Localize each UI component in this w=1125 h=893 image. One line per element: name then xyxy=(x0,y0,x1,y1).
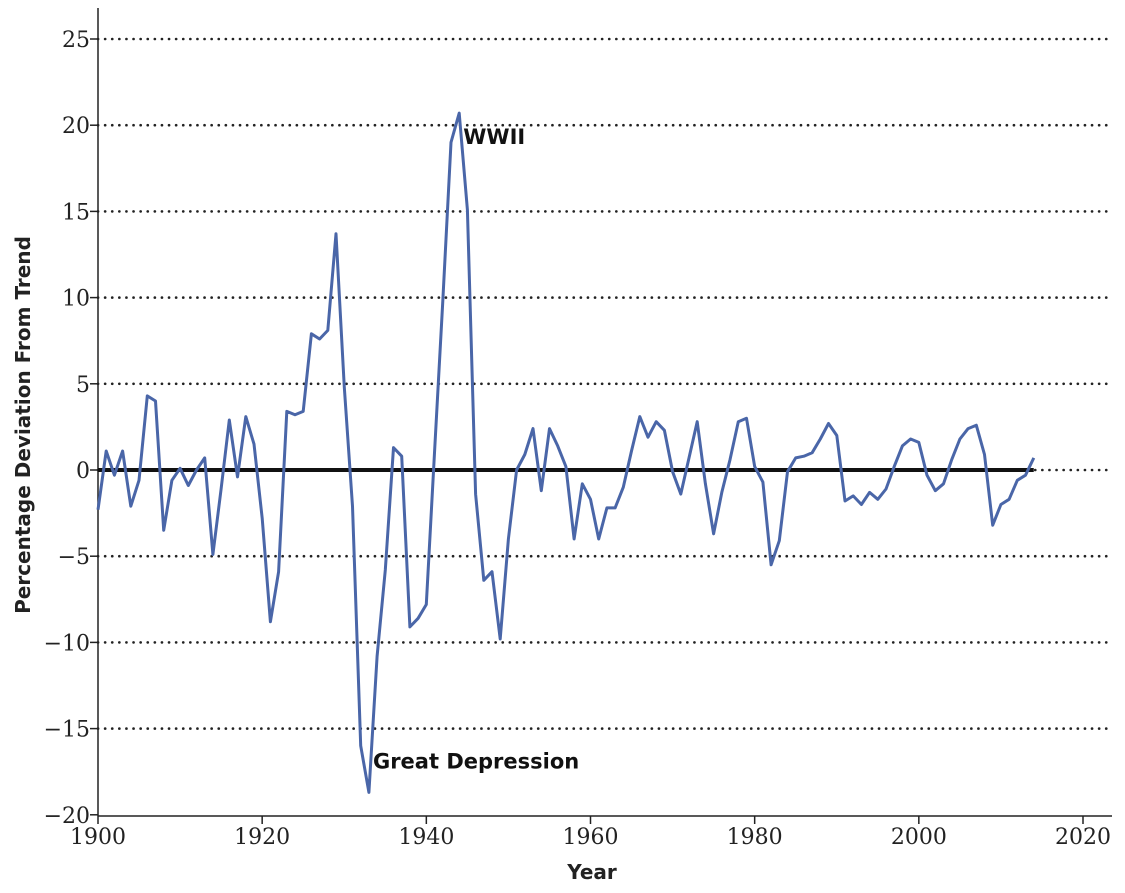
x-tick-label: 1920 xyxy=(234,825,290,850)
y-tick-label: 10 xyxy=(62,287,90,312)
y-tick-label: 15 xyxy=(62,200,90,225)
annotation-wwii: WWII xyxy=(463,125,525,149)
x-tick-label: 1960 xyxy=(563,825,619,850)
y-tick-label: 25 xyxy=(62,28,90,53)
x-tick-label: 2020 xyxy=(1055,825,1111,850)
x-ticks: 1900 1920 1940 1960 1980 2000 2020 xyxy=(70,816,1111,850)
y-ticks: −20 −15 −10 −5 0 5 10 15 20 25 xyxy=(44,28,98,829)
x-tick-label: 1940 xyxy=(398,825,454,850)
annotation-great-depression: Great Depression xyxy=(373,749,579,773)
series-line xyxy=(96,111,1036,794)
annotations: WWII Great Depression xyxy=(373,125,579,773)
y-tick-label: −10 xyxy=(44,631,90,656)
x-tick-label: 1900 xyxy=(70,825,126,850)
y-axis-title: Percentage Deviation From Trend xyxy=(11,236,35,614)
gridlines xyxy=(96,37,1114,730)
x-axis-title: Year xyxy=(566,860,617,884)
axes xyxy=(97,8,1112,817)
x-tick-label: 2000 xyxy=(891,825,947,850)
y-tick-label: −15 xyxy=(44,718,90,743)
y-tick-label: 5 xyxy=(76,373,90,398)
y-tick-label: 0 xyxy=(76,459,90,484)
y-tick-label: −5 xyxy=(58,545,90,570)
y-tick-label: −20 xyxy=(44,804,90,829)
y-tick-label: 20 xyxy=(62,114,90,139)
x-tick-label: 1980 xyxy=(727,825,783,850)
